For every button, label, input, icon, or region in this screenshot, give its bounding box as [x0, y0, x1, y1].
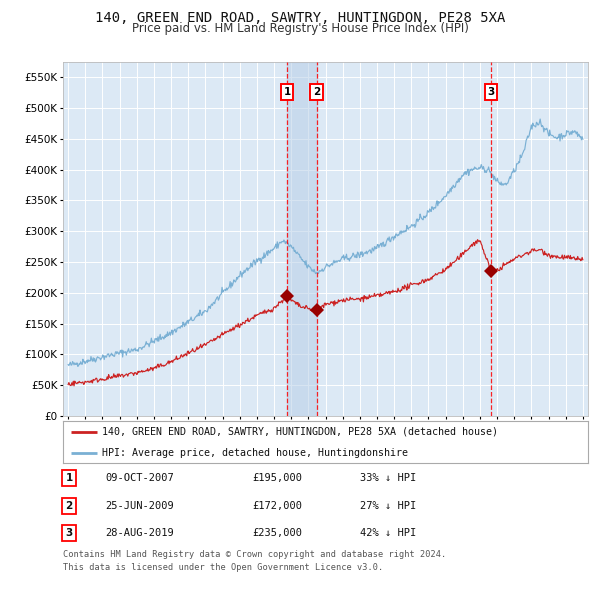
- Text: 3: 3: [65, 529, 73, 538]
- Text: 25-JUN-2009: 25-JUN-2009: [105, 501, 174, 510]
- Text: This data is licensed under the Open Government Licence v3.0.: This data is licensed under the Open Gov…: [63, 563, 383, 572]
- Text: 2: 2: [313, 87, 320, 97]
- Text: 09-OCT-2007: 09-OCT-2007: [105, 473, 174, 483]
- Text: £195,000: £195,000: [252, 473, 302, 483]
- Text: HPI: Average price, detached house, Huntingdonshire: HPI: Average price, detached house, Hunt…: [103, 448, 409, 458]
- Text: 3: 3: [488, 87, 495, 97]
- Text: 1: 1: [65, 473, 73, 483]
- Bar: [287, 62, 317, 416]
- Text: 1: 1: [284, 87, 291, 97]
- Text: £235,000: £235,000: [252, 529, 302, 538]
- Text: Contains HM Land Registry data © Crown copyright and database right 2024.: Contains HM Land Registry data © Crown c…: [63, 550, 446, 559]
- Text: 27% ↓ HPI: 27% ↓ HPI: [360, 501, 416, 510]
- Text: 2: 2: [65, 501, 73, 510]
- Text: 28-AUG-2019: 28-AUG-2019: [105, 529, 174, 538]
- Text: £172,000: £172,000: [252, 501, 302, 510]
- Text: 42% ↓ HPI: 42% ↓ HPI: [360, 529, 416, 538]
- Text: 140, GREEN END ROAD, SAWTRY, HUNTINGDON, PE28 5XA (detached house): 140, GREEN END ROAD, SAWTRY, HUNTINGDON,…: [103, 427, 499, 437]
- Text: Price paid vs. HM Land Registry's House Price Index (HPI): Price paid vs. HM Land Registry's House …: [131, 22, 469, 35]
- Text: 33% ↓ HPI: 33% ↓ HPI: [360, 473, 416, 483]
- Text: 140, GREEN END ROAD, SAWTRY, HUNTINGDON, PE28 5XA: 140, GREEN END ROAD, SAWTRY, HUNTINGDON,…: [95, 11, 505, 25]
